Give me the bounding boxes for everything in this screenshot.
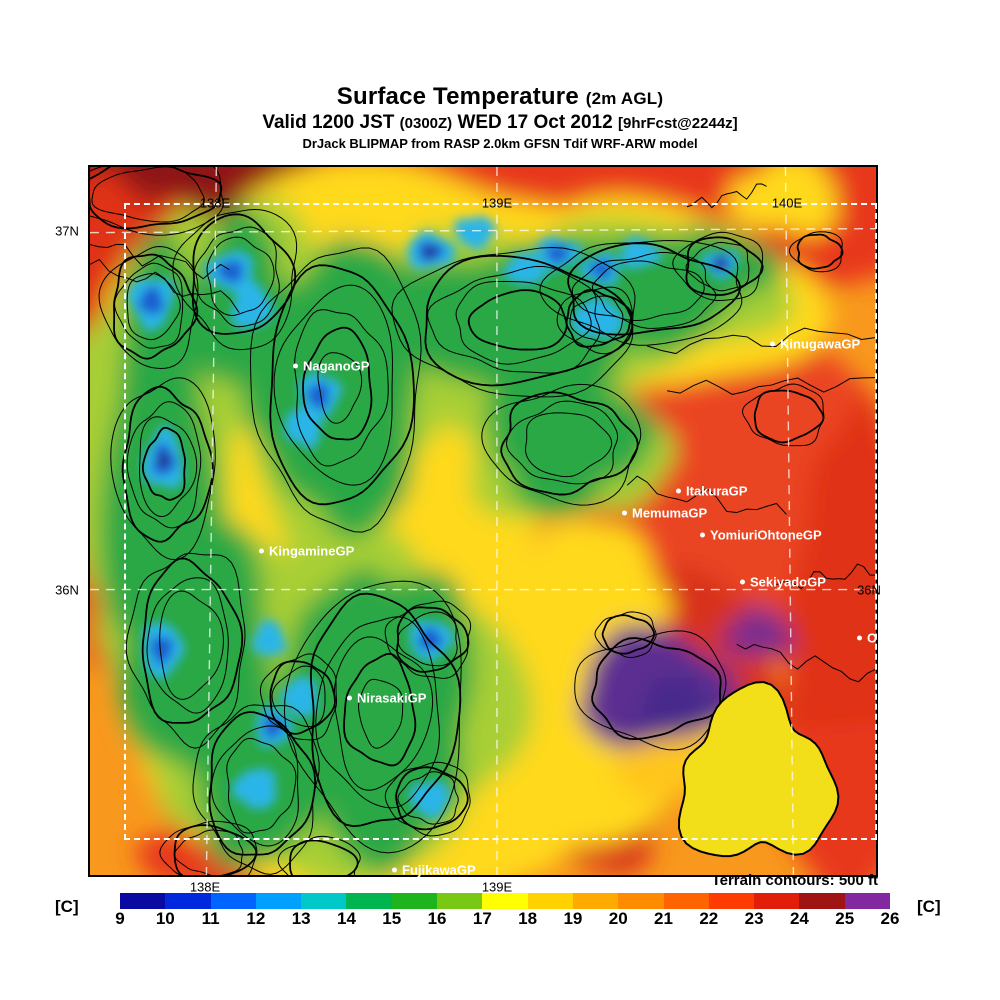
colorbar-tick-label: 13 [291, 909, 311, 928]
colorbar-tick-label: 18 [518, 909, 538, 928]
page-title: Surface Temperature (2m AGL) [0, 83, 1000, 111]
colorbar-segment [844, 893, 891, 909]
colorbar-tick-label: 19 [563, 909, 583, 928]
header: Surface Temperature (2m AGL) Valid 1200 … [0, 83, 1000, 151]
colorbar-segment [663, 893, 709, 909]
title-text: Surface Temperature [336, 83, 579, 110]
cold-pockets [127, 216, 739, 820]
colorbar-segment [255, 893, 302, 909]
colorbar-tick-label: 21 [654, 909, 673, 928]
title-note: (2m AGL) [585, 89, 664, 108]
temperature-colorbar [120, 893, 891, 909]
valid-zulu: (0300Z) [399, 115, 453, 132]
colorbar-segment [754, 893, 800, 909]
colorbar-segment [708, 893, 755, 909]
unit-label-right: [C] [917, 897, 941, 916]
colorbar-tick-label: 12 [246, 909, 266, 928]
bay-coastline [678, 681, 840, 858]
colorbar-tick-label: 20 [608, 909, 628, 928]
model-line: DrJack BLIPMAP from RASP 2.0km GFSN Tdif… [302, 136, 698, 151]
colorbar-segment [799, 893, 845, 909]
graticule [90, 167, 876, 875]
colorbar-segment [527, 893, 573, 909]
map-frame [88, 165, 878, 877]
colorbar-segment [618, 893, 664, 909]
colorbar-segment [391, 893, 438, 909]
colorbar-segment [120, 893, 166, 909]
colorbar-segment [572, 893, 619, 909]
unit-label-left: [C] [55, 897, 79, 916]
colorbar-tick-label: 26 [880, 909, 900, 928]
colorbar-tick-label: 14 [337, 909, 356, 928]
colorbar-segment [301, 893, 347, 909]
colorbar-tick-label: 15 [382, 909, 402, 928]
latitude-label: 37N [55, 223, 79, 239]
valid-line: Valid 1200 JST (0300Z) WED 17 Oct 2012 [… [0, 112, 1000, 134]
colorbar-segment [346, 893, 392, 909]
latitude-label: 36N [55, 582, 79, 598]
colorbar-segment [210, 893, 256, 909]
colorbar-tick-label: 23 [744, 909, 764, 928]
colorbar-tick-label: 25 [835, 909, 855, 928]
terrain-contour-lines [90, 167, 876, 875]
colorbar-segment [165, 893, 211, 909]
colorbar-tick-label: 24 [789, 909, 809, 928]
colorbar-tick-label: 22 [699, 909, 719, 928]
colorbar-tick-label: 10 [155, 909, 175, 928]
colorbar-tick-label: 16 [427, 909, 447, 928]
valid-date: WED 17 Oct 2012 [457, 112, 613, 133]
colorbar-tick-label: 17 [472, 909, 492, 928]
valid-time: Valid 1200 JST [262, 112, 395, 133]
forecast-offset: [9hrFcst@2244z] [617, 115, 738, 132]
colorbar-segment [437, 893, 483, 909]
terrain-contours-note: Terrain contours: 500 ft [711, 872, 878, 889]
colorbar-tick-label: 11 [201, 909, 220, 928]
colorbar-segment [482, 893, 528, 909]
colorbar-tick-label: 9 [115, 909, 125, 928]
temperature-field-map [90, 167, 876, 875]
